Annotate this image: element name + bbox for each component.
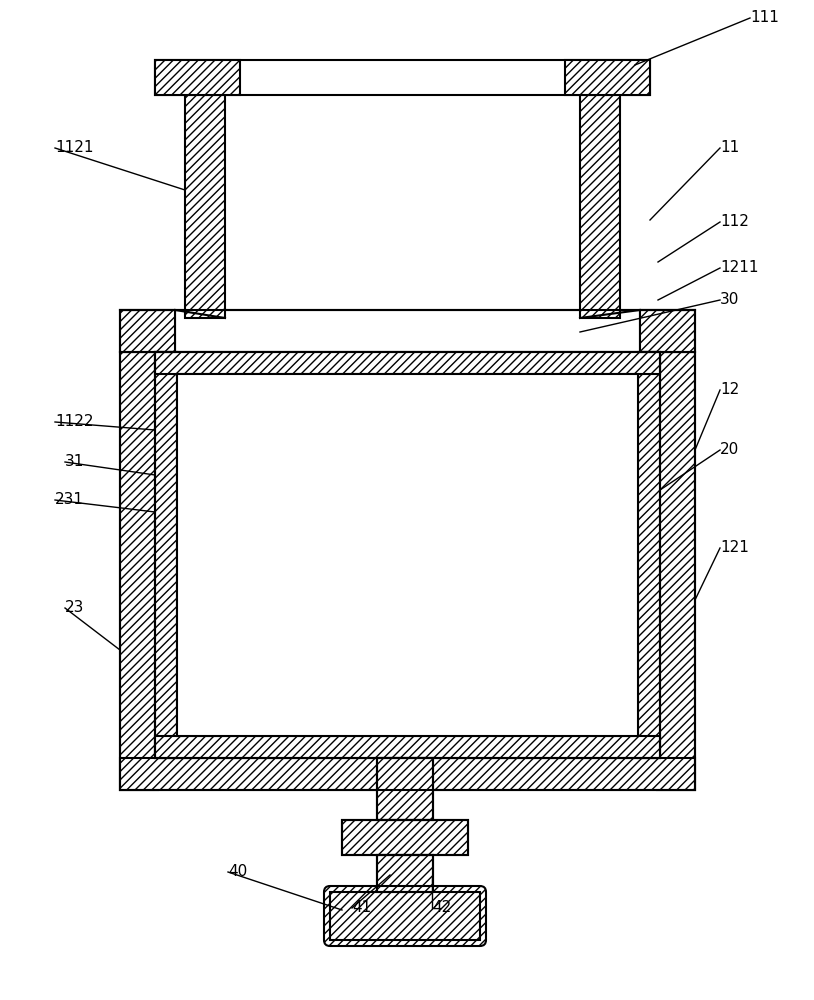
Bar	[342, 820, 468, 855]
Bar	[377, 758, 433, 820]
Text: 121: 121	[720, 540, 749, 556]
Text: 31: 31	[65, 454, 85, 470]
FancyBboxPatch shape	[324, 886, 486, 946]
Bar	[638, 352, 660, 758]
Bar	[177, 374, 638, 736]
Bar	[120, 352, 158, 790]
Bar	[580, 95, 620, 318]
Text: 11: 11	[720, 140, 739, 155]
Bar	[377, 855, 433, 892]
Text: 41: 41	[352, 900, 371, 916]
Bar	[155, 60, 650, 95]
Text: 30: 30	[720, 292, 739, 308]
Text: 231: 231	[55, 492, 84, 508]
Bar	[330, 892, 480, 940]
Bar	[565, 60, 650, 95]
Text: 12: 12	[720, 382, 739, 397]
Bar	[185, 95, 225, 318]
Bar	[657, 352, 695, 790]
Bar	[155, 352, 660, 758]
Bar	[342, 820, 468, 855]
Text: 1121: 1121	[55, 140, 94, 155]
Text: 20: 20	[720, 442, 739, 458]
Bar	[120, 310, 695, 790]
Bar	[155, 352, 177, 758]
Bar	[640, 310, 695, 352]
Text: 1211: 1211	[720, 260, 759, 275]
Bar	[120, 310, 175, 352]
Bar	[175, 310, 640, 352]
Text: 112: 112	[720, 215, 749, 230]
Bar	[155, 352, 660, 374]
Text: 42: 42	[432, 900, 451, 916]
Text: 23: 23	[65, 600, 85, 615]
Text: 1122: 1122	[55, 414, 94, 430]
Bar	[155, 60, 240, 95]
Bar	[377, 758, 433, 820]
Bar	[177, 374, 638, 736]
Bar	[377, 855, 433, 892]
Bar	[120, 758, 695, 790]
Text: 40: 40	[228, 864, 247, 880]
Text: 111: 111	[750, 10, 779, 25]
Bar	[155, 736, 660, 758]
